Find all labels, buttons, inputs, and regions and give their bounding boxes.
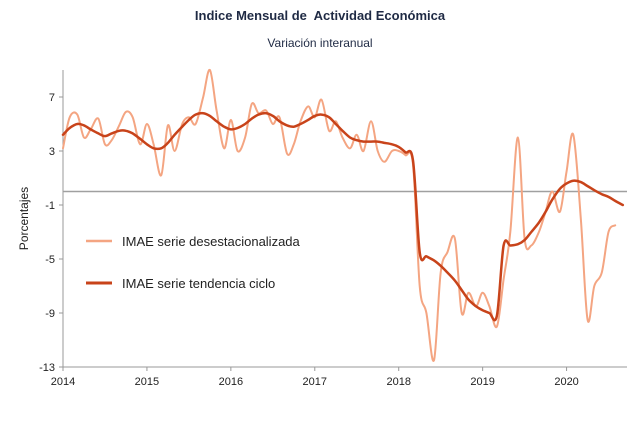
chart-title: Indice Mensual de Actividad Económica	[194, 8, 446, 23]
x-tick-label: 2020	[554, 376, 578, 388]
x-tick-label: 2014	[51, 376, 75, 388]
series-desestacionalizada-line	[62, 68, 617, 362]
x-tick-label: 2018	[386, 376, 410, 388]
x-tick-label: 2016	[219, 376, 243, 388]
y-tick-label: -9	[45, 308, 55, 320]
y-tick-label: -13	[39, 362, 55, 374]
chart-subtitle: Variación interanual	[267, 36, 373, 50]
y-tick-label: 3	[49, 146, 55, 158]
x-tick-label: 2017	[303, 376, 327, 388]
y-tick-label: 7	[49, 92, 55, 104]
x-tick-label: 2015	[135, 376, 159, 388]
legend-item-tendencia-ciclo-label: IMAE serie tendencia ciclo	[122, 276, 275, 291]
y-axis-label: Porcentajes	[17, 187, 31, 250]
series-tendencia-ciclo-line	[61, 111, 625, 322]
legend-item-desestacionalizada-label: IMAE serie desestacionalizada	[122, 234, 301, 249]
x-tick-label: 2019	[470, 376, 494, 388]
y-tick-label: -5	[45, 254, 55, 266]
y-tick-label: -1	[45, 200, 55, 212]
